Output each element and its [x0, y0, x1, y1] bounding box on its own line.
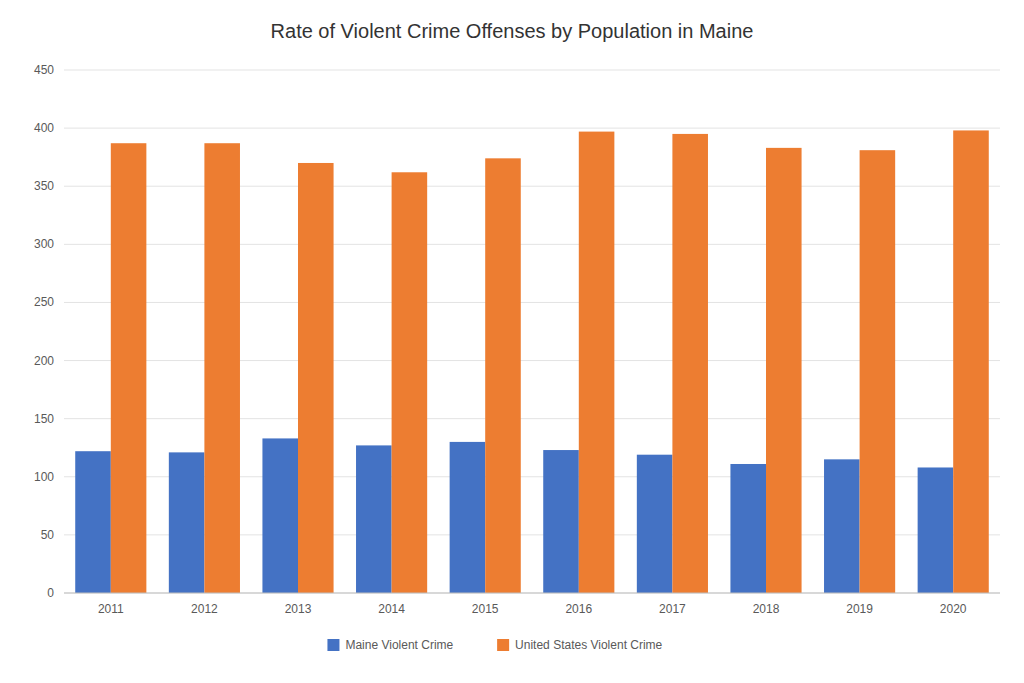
grid-line [64, 593, 1000, 594]
bar [579, 132, 615, 593]
bar [204, 143, 240, 593]
y-tick-label: 50 [41, 528, 55, 542]
x-axis: 2011 2012 2013 2014 2015 2016 2017 2018 2019 2020 [98, 602, 967, 616]
bar [298, 163, 334, 593]
bar [953, 130, 989, 593]
y-tick-label: 100 [34, 470, 54, 484]
legend-label: United States Violent Crime [515, 638, 663, 652]
bar [918, 467, 954, 593]
bar [730, 464, 766, 593]
bar [169, 452, 205, 593]
legend-swatch [327, 639, 339, 651]
bar [262, 438, 298, 593]
x-tick-label: 2013 [285, 602, 312, 616]
bar [111, 143, 147, 593]
bar [543, 450, 579, 593]
legend-swatch [497, 639, 509, 651]
bar [860, 150, 896, 593]
grid-line [64, 70, 1000, 71]
title: Rate of Violent Crime Offenses by Popula… [271, 20, 754, 42]
bar [450, 442, 486, 593]
x-tick-label: 2016 [565, 602, 592, 616]
x-tick-label: 2020 [940, 602, 967, 616]
y-tick-label: 400 [34, 121, 54, 135]
bar [75, 451, 111, 593]
chart: Rate of Violent Crime Offenses by Popula… [0, 0, 1024, 683]
x-tick-label: 2017 [659, 602, 686, 616]
x-tick-label: 2015 [472, 602, 499, 616]
bars [75, 130, 989, 593]
x-tick-label: 2018 [753, 602, 780, 616]
x-tick-label: 2012 [191, 602, 218, 616]
legend-label: Maine Violent Crime [345, 638, 453, 652]
y-tick-label: 150 [34, 412, 54, 426]
bar [392, 172, 428, 593]
bar [672, 134, 708, 593]
bar [485, 158, 521, 593]
y-tick-label: 350 [34, 179, 54, 193]
page: {"chart_data": {"type": "bar", "title": … [0, 0, 1024, 683]
y-tick-label: 250 [34, 295, 54, 309]
chart-container: Rate of Violent Crime Offenses by Popula… [0, 0, 1024, 683]
x-axis-line [64, 593, 1000, 594]
bar [356, 445, 392, 593]
bar [824, 459, 860, 593]
y-tick-label: 0 [47, 586, 54, 600]
y-tick-label: 200 [34, 354, 54, 368]
x-tick-label: 2014 [378, 602, 405, 616]
x-tick-label: 2011 [98, 602, 124, 616]
x-tick-label: 2019 [846, 602, 873, 616]
y-tick-label: 300 [34, 237, 54, 251]
y-axis: 0 50 100 150 200 250 300 350 400 450 [34, 63, 1000, 600]
bar [766, 148, 802, 593]
bar [637, 455, 673, 593]
grid-line [64, 128, 1000, 129]
legend: Maine Violent Crime United States Violent… [327, 638, 662, 652]
y-tick-label: 450 [34, 63, 54, 77]
